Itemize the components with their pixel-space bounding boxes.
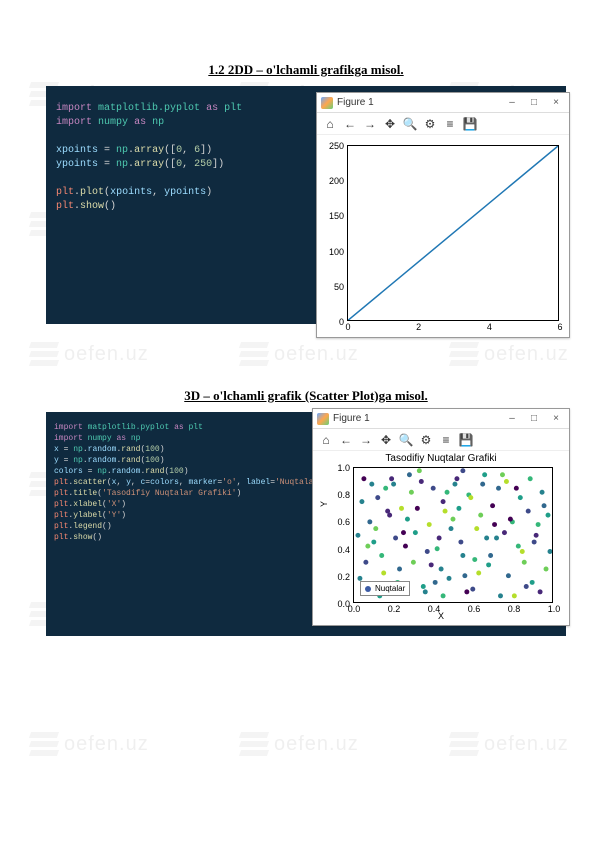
toolbar-button-4[interactable]: 🔍 xyxy=(397,431,415,449)
figure-titlebar-2: Figure 1 – □ × xyxy=(313,409,569,429)
figure-window-1: Figure 1 – □ × ⌂←→✥🔍⚙≡💾 0501001502002500… xyxy=(316,92,570,338)
scatter-plot: Nuqtalar 0.00.20.40.60.81.00.00.20.40.60… xyxy=(353,467,553,603)
toolbar-button-1[interactable]: ← xyxy=(337,431,355,449)
toolbar-button-5[interactable]: ⚙ xyxy=(421,115,439,133)
figure-title-1: Figure 1 xyxy=(337,97,374,108)
toolbar-button-5[interactable]: ⚙ xyxy=(417,431,435,449)
legend-marker xyxy=(365,586,371,592)
section-2-title: 3D – o'lchamli grafik (Scatter Plot)ga m… xyxy=(0,388,612,404)
figure-title-2: Figure 1 xyxy=(333,413,370,424)
toolbar-button-2[interactable]: → xyxy=(357,431,375,449)
figure-icon xyxy=(321,97,333,109)
toolbar-button-7[interactable]: 💾 xyxy=(457,431,475,449)
figure-window-2: Figure 1 – □ × ⌂←→✥🔍⚙≡💾 Tasodifiy Nuqtal… xyxy=(312,408,570,626)
toolbar-button-0[interactable]: ⌂ xyxy=(321,115,339,133)
toolbar-button-4[interactable]: 🔍 xyxy=(401,115,419,133)
toolbar-button-6[interactable]: ≡ xyxy=(441,115,459,133)
toolbar-button-7[interactable]: 💾 xyxy=(461,115,479,133)
close-button[interactable]: × xyxy=(549,413,563,424)
figure-toolbar-1: ⌂←→✥🔍⚙≡💾 xyxy=(317,113,569,135)
maximize-button[interactable]: □ xyxy=(527,413,541,424)
legend-label: Nuqtalar xyxy=(375,584,405,593)
figure-titlebar-1: Figure 1 – □ × xyxy=(317,93,569,113)
minimize-button[interactable]: – xyxy=(505,413,519,424)
toolbar-button-6[interactable]: ≡ xyxy=(437,431,455,449)
close-button[interactable]: × xyxy=(549,97,563,108)
code-editor-1: import matplotlib.pyplot as plt import n… xyxy=(46,86,566,324)
figure-toolbar-2: ⌂←→✥🔍⚙≡💾 xyxy=(313,429,569,451)
line-plot: 0501001502002500246 xyxy=(347,145,559,321)
line-chart-svg xyxy=(348,146,558,320)
maximize-button[interactable]: □ xyxy=(527,97,541,108)
scatter-ylabel: Y xyxy=(319,501,329,507)
figure-icon xyxy=(317,413,329,425)
toolbar-button-0[interactable]: ⌂ xyxy=(317,431,335,449)
toolbar-button-1[interactable]: ← xyxy=(341,115,359,133)
toolbar-button-3[interactable]: ✥ xyxy=(381,115,399,133)
legend: Nuqtalar xyxy=(360,581,410,596)
section-1-title: 1.2 2DD – o'lchamli grafikga misol. xyxy=(0,62,612,78)
scatter-xlabel: X xyxy=(313,611,569,621)
minimize-button[interactable]: – xyxy=(505,97,519,108)
toolbar-button-3[interactable]: ✥ xyxy=(377,431,395,449)
code-editor-2: import matplotlib.pyplot as plt import n… xyxy=(46,412,566,636)
toolbar-button-2[interactable]: → xyxy=(361,115,379,133)
